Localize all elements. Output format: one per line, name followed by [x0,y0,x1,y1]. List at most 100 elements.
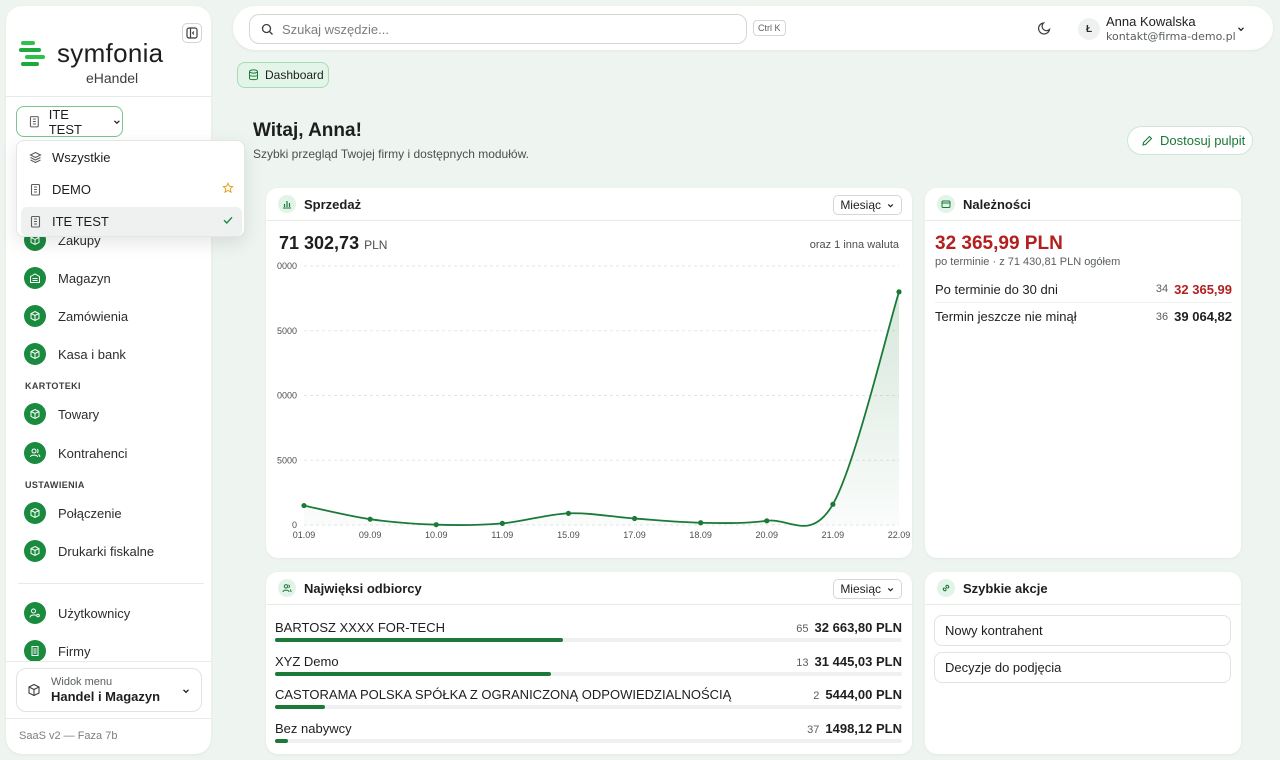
building-icon [30,215,41,228]
nav-item-magazyn[interactable]: Magazyn [24,267,111,289]
buyer-row[interactable]: BARTOSZ XXXX FOR-TECH 65 32 663,80 PLN [275,620,902,650]
receivables-row-label: Po terminie do 30 dni [935,281,1058,297]
chart-point[interactable] [433,522,439,528]
box-icon [24,343,46,365]
sales-total-currency: PLN [364,238,388,252]
nav-item-label: Kontrahenci [58,445,128,461]
nav-item-kasa-i-bank[interactable]: Kasa i bank [24,343,126,365]
receivables-row-amount: 39 064,82 [1174,309,1232,324]
sales-other-currency: oraz 1 inna waluta [809,239,899,251]
nav-item-label: Towary [58,406,100,422]
user-name[interactable]: Anna Kowalska [1106,14,1196,29]
pending-decisions-button[interactable]: Decyzje do podjęcia [934,652,1231,683]
receivables-row-amount: 32 365,99 [1174,281,1232,297]
buyer-share-track [275,705,902,709]
dropdown-item-wszystkie[interactable]: Wszystkie [21,143,242,172]
quick-action-label: Decyzje do podjęcia [945,660,1062,675]
view-menu-selector[interactable]: Widok menu Handel i Magazyn [16,668,202,712]
chart-point[interactable] [764,518,770,524]
nav-item-kontrahenci[interactable]: Kontrahenci [24,442,127,464]
x-tick-label: 20.09 [756,530,779,540]
buyer-row[interactable]: CASTORAMA POLSKA SPÓŁKA Z OGRANICZONĄ OD… [275,687,902,717]
bar-chart-icon [278,195,296,213]
chart-point[interactable] [367,516,373,522]
chart-point[interactable] [631,515,638,522]
section-kartoteki: KARTOTEKI [25,381,81,391]
buyer-share-track [275,638,902,642]
search-input[interactable]: Szukaj wszędzie... [249,14,747,44]
box-icon [24,403,46,425]
nav-item-towary[interactable]: Towary [24,403,99,425]
collapse-sidebar-button[interactable] [182,23,202,43]
buyer-name: XYZ Demo [275,654,339,669]
buyer-row[interactable]: Bez nabywcy 37 1498,12 PLN [275,721,902,751]
nav-item-uzytkownicy[interactable]: Użytkownicy [24,602,130,624]
chevron-down-icon[interactable] [1236,22,1246,37]
building-icon [30,183,41,196]
buyer-share-bar [275,638,564,642]
avatar[interactable]: Ł [1078,18,1100,40]
user-email: kontakt@firma-demo.pl [1106,30,1236,43]
nav-item-firmy[interactable]: Firmy [24,640,91,662]
y-tick-label: 0 [292,520,297,530]
chart-point[interactable] [565,510,572,516]
dropdown-item-ite-test[interactable]: ITE TEST [21,207,242,236]
chart-point[interactable] [830,501,836,507]
buyer-share-track [275,672,902,676]
customize-dashboard-button[interactable]: Dostosuj pulpit [1127,126,1253,155]
sales-total: 71 302,73 PLN [279,233,387,254]
buyer-amount: 31 445,03 PLN [814,654,902,669]
receivables-subtitle: po terminie · z 71 430,81 PLN ogółem [935,256,1121,268]
layers-icon [29,151,42,164]
view-menu-label: Widok menu [51,676,113,688]
buyer-count: 2 [813,690,820,702]
buyer-values: 13 31 445,03 PLN [796,654,902,669]
building-icon [24,640,46,662]
box-icon [24,305,46,327]
nav-item-polaczenie[interactable]: Połączenie [24,502,122,524]
x-tick-label: 22.09 [888,530,911,540]
chart-point[interactable] [499,520,505,526]
chevron-down-icon [887,587,894,591]
company-selector[interactable]: ITE TEST [16,106,123,137]
buyer-values: 65 32 663,80 PLN [796,620,902,635]
x-tick-label: 18.09 [689,530,712,540]
dropdown-item-label: Wszystkie [52,150,111,165]
dropdown-item-demo[interactable]: DEMO [21,175,242,204]
breadcrumb-dashboard[interactable]: Dashboard [237,62,329,88]
search-placeholder: Szukaj wszędzie... [282,21,389,37]
quick-actions-card-title: Szybkie akcje [963,580,1048,596]
new-contractor-button[interactable]: Nowy kontrahent [934,615,1231,646]
sidebar: symfonia eHandel ITE TEST Zakupy Magazyn… [6,6,211,754]
x-tick-label: 15.09 [557,530,580,540]
x-tick-label: 01.09 [293,530,316,540]
buyer-row[interactable]: XYZ Demo 13 31 445,03 PLN [275,654,902,684]
buyers-period-select[interactable]: Miesiąc [833,579,902,599]
top-buyers-card-header: Najwięksi odbiorcy Miesiąc [266,572,912,605]
moon-icon[interactable] [1037,20,1053,39]
chart-point[interactable] [896,289,902,295]
star-icon[interactable] [222,181,234,197]
pencil-icon [1142,135,1153,146]
nav-item-zamowienia[interactable]: Zamówienia [24,305,128,327]
buyer-share-bar [275,672,551,676]
sales-period-select[interactable]: Miesiąc [833,195,902,215]
sales-chart: 0 5000 0000 5000 0000 01.09 09.09 10.09 11.09 15… [277,261,911,540]
period-label: Miesiąc [840,582,881,596]
logo-text: symfonia [57,38,164,68]
company-selector-label: ITE TEST [48,106,82,137]
box-icon [24,502,46,524]
top-buyers-card-title: Najwięksi odbiorcy [304,580,422,596]
receivables-row[interactable]: Po terminie do 30 dni 34 32 365,99 [935,276,1232,303]
receivables-row[interactable]: Termin jeszcze nie minął 36 39 064,82 [935,303,1232,330]
search-icon [261,23,273,35]
receivables-card: Należności 32 365,99 PLN po terminie · z… [925,188,1241,558]
chart-point[interactable] [301,502,307,509]
dropdown-item-label: DEMO [52,182,91,197]
chevron-down-icon [887,203,894,207]
nav-item-drukarki-fiskalne[interactable]: Drukarki fiskalne [24,540,154,562]
receivables-row-label: Termin jeszcze nie minął [935,309,1077,324]
nav-item-label: Firmy [58,643,91,659]
chart-point[interactable] [698,520,704,526]
y-tick-label: 0000 [277,261,297,271]
